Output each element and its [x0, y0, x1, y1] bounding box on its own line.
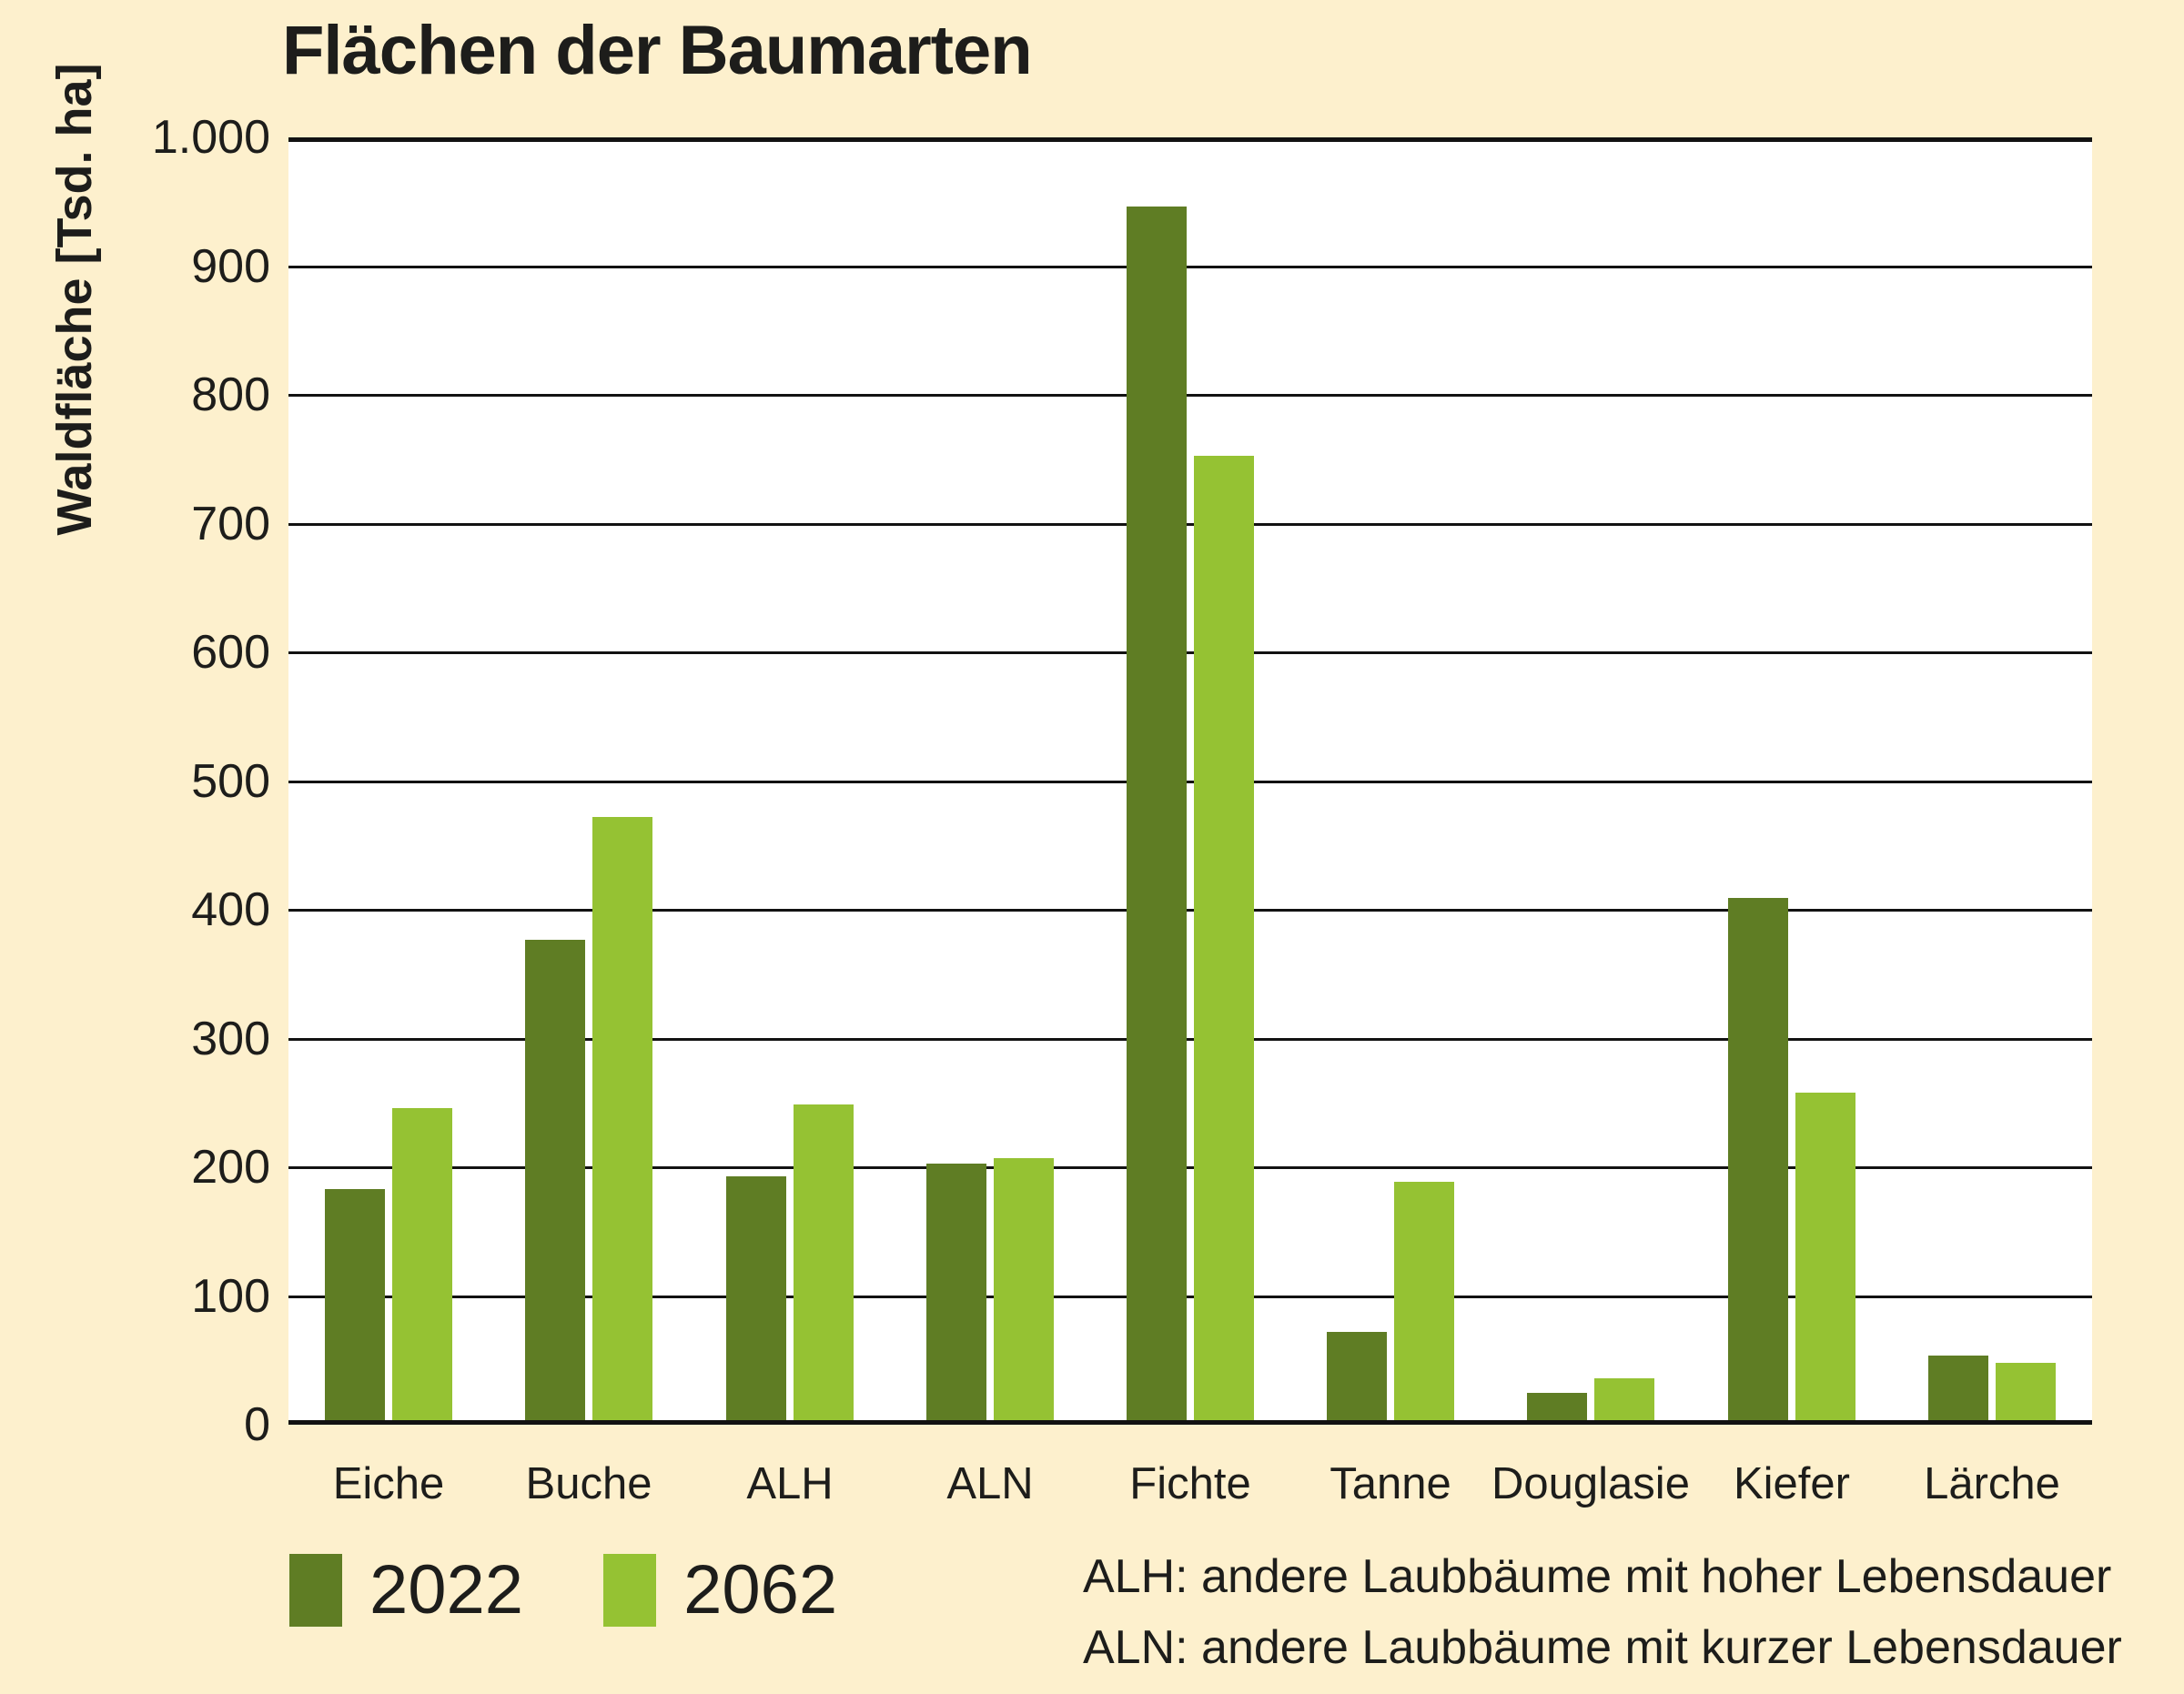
bar-2062-douglasie: [1594, 1378, 1654, 1425]
x-category-label-douglasie: Douglasie: [1491, 1459, 1690, 1508]
y-tick-label: 800: [191, 368, 270, 421]
bar-2022-tanne: [1327, 1332, 1387, 1425]
bar-2022-lärche: [1928, 1356, 1988, 1425]
x-category-label-fichte: Fichte: [1129, 1459, 1251, 1508]
legend-swatch-2022: [289, 1554, 342, 1627]
bar-2062-lärche: [1996, 1363, 2056, 1425]
bar-2022-eiche: [325, 1189, 385, 1425]
gridline: [288, 909, 2092, 912]
gridline: [288, 1166, 2092, 1169]
gridline: [288, 1038, 2092, 1041]
y-tick-label: 0: [244, 1398, 270, 1451]
x-category-label-kiefer: Kiefer: [1733, 1459, 1850, 1508]
gridline: [288, 781, 2092, 783]
x-category-label-lärche: Lärche: [1924, 1459, 2060, 1508]
bar-2062-tanne: [1394, 1182, 1454, 1425]
bar-2062-buche: [592, 817, 652, 1425]
y-tick-label: 500: [191, 755, 270, 808]
bar-2062-kiefer: [1795, 1093, 1855, 1425]
plot-area: [288, 137, 2092, 1425]
y-axis-label: Waldfläche [Tsd. ha]: [47, 63, 102, 536]
bar-2022-kiefer: [1728, 898, 1788, 1425]
y-tick-label: 900: [191, 240, 270, 293]
bar-2022-douglasie: [1527, 1393, 1587, 1425]
legend-label-2022: 2022: [369, 1551, 524, 1628]
y-tick-label: 100: [191, 1270, 270, 1323]
bar-2022-alh: [726, 1176, 786, 1425]
x-category-label-tanne: Tanne: [1330, 1459, 1451, 1508]
y-tick-label: 700: [191, 498, 270, 550]
x-category-label-aln: ALN: [946, 1459, 1034, 1508]
gridline: [288, 394, 2092, 397]
y-tick-label: 1.000: [151, 111, 270, 164]
x-category-label-buche: Buche: [525, 1459, 652, 1508]
y-tick-label: 300: [191, 1013, 270, 1065]
gridline: [288, 1296, 2092, 1298]
footnote-aln: ALN: andere Laubbäume mit kurzer Lebensd…: [1083, 1621, 2122, 1674]
gridline: [288, 266, 2092, 268]
legend-label-2062: 2062: [683, 1551, 838, 1628]
y-tick-label: 200: [191, 1141, 270, 1194]
x-category-label-eiche: Eiche: [332, 1459, 445, 1508]
gridline: [288, 523, 2092, 526]
bar-2062-fichte: [1194, 456, 1254, 1425]
bar-2022-buche: [525, 940, 585, 1425]
x-category-label-alh: ALH: [746, 1459, 834, 1508]
bar-2022-aln: [926, 1164, 986, 1425]
chart-title: Flächen der Baumarten: [282, 12, 1033, 89]
x-axis-baseline: [288, 1420, 2092, 1425]
legend: 2022 2062: [289, 1552, 837, 1628]
y-tick-label: 600: [191, 626, 270, 679]
gridline: [288, 137, 2092, 142]
bar-2062-eiche: [392, 1108, 452, 1425]
y-tick-label: 400: [191, 883, 270, 936]
legend-swatch-2062: [603, 1554, 657, 1627]
footnotes: ALH: andere Laubbäume mit hoher Lebensda…: [1083, 1541, 2122, 1683]
bar-2062-alh: [794, 1104, 854, 1425]
gridline: [288, 651, 2092, 654]
footnote-alh: ALH: andere Laubbäume mit hoher Lebensda…: [1083, 1550, 2112, 1603]
bar-2062-aln: [994, 1158, 1054, 1425]
bar-2022-fichte: [1127, 207, 1187, 1425]
